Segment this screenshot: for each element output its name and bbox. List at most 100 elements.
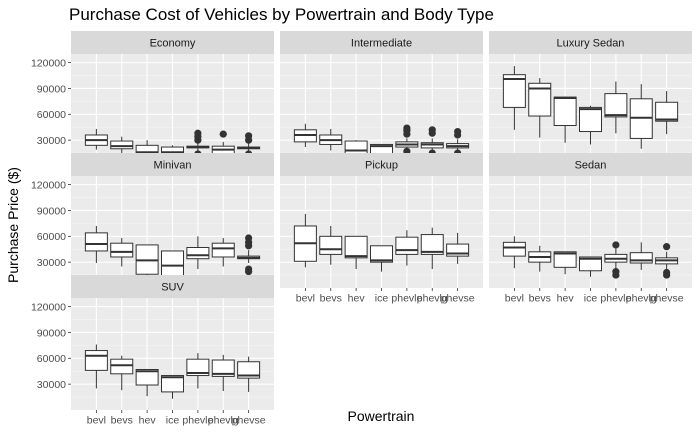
facet-strip-label: Intermediate (351, 38, 412, 50)
x-tick-label: phevse (232, 415, 266, 427)
box-iqr (370, 245, 393, 263)
box-bevl (502, 236, 526, 269)
box-phevse (237, 234, 261, 276)
box-bevs (110, 136, 134, 154)
box-ice (161, 375, 184, 399)
outlier-point (428, 126, 436, 134)
box-iqr (420, 234, 444, 255)
x-tick-label: bevl (87, 415, 106, 427)
box-iqr (579, 106, 602, 133)
box-iqr (161, 250, 184, 279)
box-ice (161, 250, 184, 282)
box-phevle (604, 81, 628, 134)
x-tick-label: phevse (650, 293, 684, 305)
box-iqr (211, 359, 235, 377)
box-iqr (211, 242, 235, 258)
box-phevle (604, 241, 628, 279)
box-phevse (446, 232, 470, 264)
box-bevs (528, 245, 552, 272)
facet-strip-label: Pickup (365, 160, 398, 172)
x-tick-label: hev (348, 293, 366, 305)
y-tick-label: 90000 (37, 83, 66, 95)
box-iqr (553, 96, 577, 127)
x-tick-label: phevlg (208, 415, 239, 427)
outlier-point (663, 243, 671, 251)
box-ice (579, 256, 602, 277)
box-bevs (110, 238, 134, 267)
box-bevl (502, 66, 526, 130)
x-tick-label: hev (139, 415, 157, 427)
x-tick-label: bevl (505, 293, 524, 305)
x-tick-label: phevle (391, 293, 422, 305)
facet-strip-label: SUV (161, 282, 184, 294)
y-tick-label: 120000 (31, 57, 66, 69)
box-iqr (502, 74, 526, 108)
box-iqr (344, 140, 368, 155)
box-iqr (604, 93, 628, 118)
box-bevs (528, 78, 552, 138)
box-iqr (84, 350, 108, 371)
box-phevlg (629, 84, 653, 149)
outlier-point (612, 241, 620, 249)
x-tick-label: ice (584, 293, 598, 305)
box-ice (370, 245, 393, 272)
chart-title: Purchase Cost of Vehicles by Powertrain … (69, 5, 494, 24)
x-tick-label: hev (557, 293, 575, 305)
box-iqr (110, 358, 134, 375)
box-iqr (186, 358, 210, 377)
x-tick-label: bevs (111, 415, 133, 427)
box-phevlg (211, 354, 235, 392)
box-bevs (319, 128, 343, 151)
box-bevs (110, 355, 134, 391)
x-tick-label: bevl (296, 293, 315, 305)
box-iqr (161, 375, 184, 393)
box-phevse (655, 243, 679, 279)
box-ice (579, 105, 602, 145)
box-bevs (319, 225, 343, 265)
facet-strip (71, 31, 274, 54)
outlier-point (245, 132, 253, 140)
facet-panels: Economy 30000 60000 90000 120000 Intermediate… (31, 31, 692, 427)
box-hev (553, 251, 577, 275)
box-phevlg (420, 227, 444, 270)
x-tick-label: phevlg (626, 293, 657, 305)
x-tick-label: bevs (320, 293, 342, 305)
box-hev (135, 244, 159, 276)
box-iqr (186, 247, 210, 260)
y-tick-label: 30000 (37, 379, 66, 391)
y-tick-label: 60000 (37, 353, 66, 365)
x-tick-label: ice (375, 293, 389, 305)
box-iqr (319, 235, 343, 255)
box-hev (344, 235, 368, 270)
box-iqr (110, 140, 134, 150)
box-phevle (186, 353, 210, 389)
box-iqr (502, 241, 526, 257)
y-tick-label: 30000 (37, 257, 66, 269)
box-iqr (528, 82, 552, 117)
y-tick-label: 30000 (37, 135, 66, 147)
outlier-point (612, 268, 620, 276)
y-tick-label: 60000 (37, 231, 66, 243)
box-hev (135, 369, 159, 397)
y-tick-label: 120000 (31, 179, 66, 191)
facet-economy: Economy 30000 60000 90000 120000 (31, 31, 274, 166)
box-iqr (135, 369, 159, 386)
facet-intermediate: Intermediate (280, 31, 483, 166)
x-axis-title: Powertrain (348, 408, 415, 424)
y-tick-label: 120000 (31, 301, 66, 313)
box-iqr (237, 361, 261, 379)
box-bevl (293, 123, 317, 148)
outlier-point (663, 268, 671, 277)
outlier-point (454, 127, 462, 136)
box-iqr (629, 252, 653, 264)
box-iqr (655, 101, 679, 122)
box-phevse (237, 356, 261, 392)
box-iqr (344, 235, 368, 259)
y-tick-label: 60000 (37, 109, 66, 121)
box-iqr (110, 242, 134, 258)
box-iqr (579, 256, 602, 272)
box-iqr (84, 232, 108, 252)
box-bevl (293, 213, 317, 268)
